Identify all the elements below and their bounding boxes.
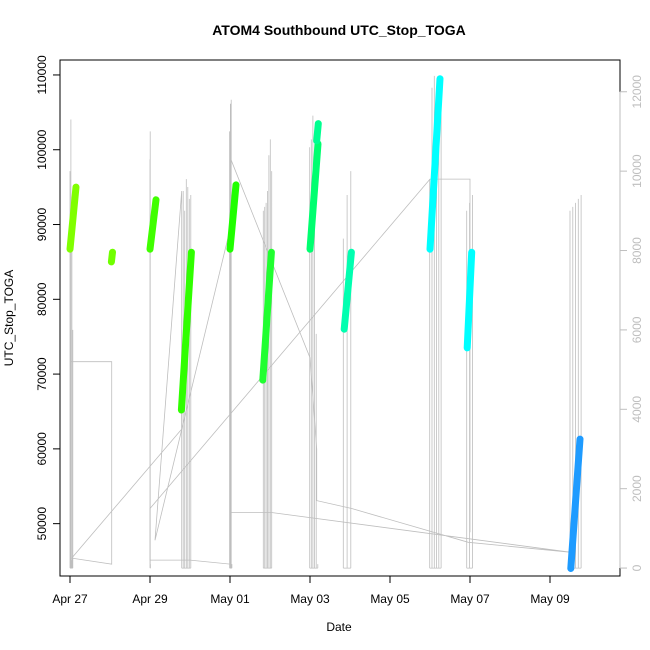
- chart-title: ATOM4 Southbound UTC_Stop_TOGA: [212, 22, 466, 38]
- series-line: [426, 75, 444, 253]
- series-line: [463, 248, 476, 352]
- y2-tick-label: 6000: [630, 316, 644, 343]
- secondary-spike-burst: [69, 119, 74, 569]
- x-tick-label: Apr 27: [52, 592, 88, 606]
- secondary-spike-burst: [342, 171, 352, 569]
- y-tick-label: 100000: [35, 129, 49, 169]
- secondary-spike-burst: [429, 75, 442, 569]
- series-line: [340, 248, 355, 333]
- x-tick-label: Apr 29: [132, 592, 168, 606]
- y-axis-left: 50000 60000 70000 80000 90000 100000 110000: [35, 55, 61, 541]
- x-tick-label: May 05: [370, 592, 410, 606]
- secondary-spike-burst: [262, 139, 273, 569]
- y-tick-label: 80000: [35, 282, 49, 316]
- secondary-spike-burst: [466, 195, 473, 569]
- y-axis-right: 0 2000 4000 6000 8000 10000 12000: [619, 75, 644, 571]
- series-line: [567, 435, 584, 572]
- series-line: [226, 181, 240, 253]
- series-line: [107, 248, 116, 266]
- secondary-spike-burst: [309, 115, 319, 569]
- series-line: [306, 140, 322, 253]
- secondary-spike-burst: [229, 99, 233, 569]
- y-axis-label: UTC_Stop_TOGA: [2, 270, 16, 366]
- series-line: [313, 120, 322, 145]
- y2-tick-label: 10000: [630, 154, 644, 188]
- y-tick-label: 70000: [35, 357, 49, 391]
- x-axis-label: Date: [326, 620, 352, 634]
- series-line: [146, 196, 160, 253]
- y2-tick-label: 0: [630, 564, 644, 571]
- x-tick-label: May 01: [210, 592, 250, 606]
- y-tick-label: 50000: [35, 507, 49, 541]
- y2-tick-label: 8000: [630, 237, 644, 264]
- plot-area-frame: [59, 59, 621, 577]
- y2-tick-label: 2000: [630, 475, 644, 502]
- y-tick-label: 60000: [35, 432, 49, 466]
- x-tick-label: May 03: [290, 592, 330, 606]
- y2-tick-label: 12000: [630, 75, 644, 109]
- y-tick-label: 90000: [35, 208, 49, 242]
- x-tick-label: May 07: [450, 592, 490, 606]
- y2-tick-label: 4000: [630, 396, 644, 423]
- series-line: [259, 248, 275, 384]
- y-tick-label: 110000: [35, 55, 49, 94]
- series-line: [177, 248, 195, 414]
- x-tick-label: May 09: [530, 592, 570, 606]
- series-line: [66, 183, 80, 253]
- x-axis: Apr 27 Apr 29 May 01 May 03 May 05 May 07 May …: [52, 575, 570, 606]
- secondary-series-path: [70, 159, 571, 565]
